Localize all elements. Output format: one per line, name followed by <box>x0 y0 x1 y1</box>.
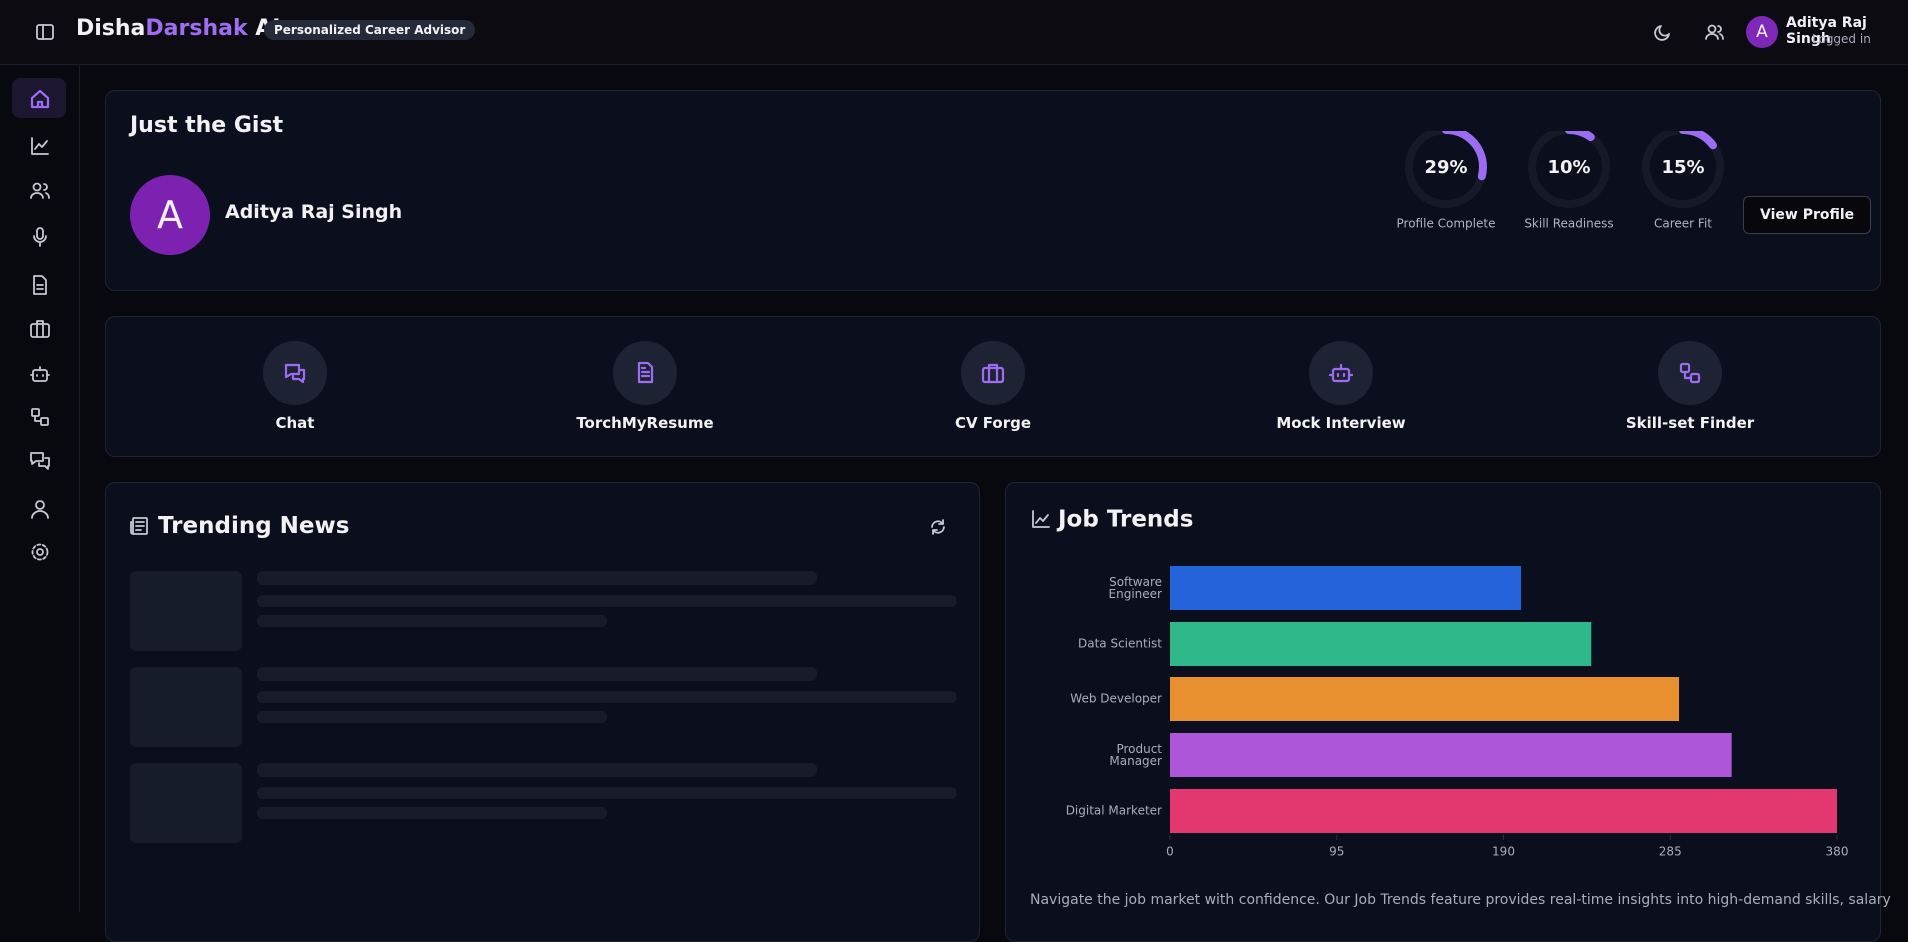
y-tick-label: Software Engineer <box>1109 575 1163 601</box>
nav-settings[interactable] <box>28 540 52 564</box>
nav-skills[interactable] <box>28 405 52 429</box>
actions-card: Chat TorchMyResume CV Forge Mock Interview S… <box>105 316 1881 457</box>
x-tick-label: 190 <box>1492 845 1515 859</box>
bar <box>1170 566 1522 610</box>
nav-home[interactable] <box>28 87 52 111</box>
badge: Personalized Career Advisor <box>264 20 476 40</box>
skeleton <box>257 763 817 777</box>
ring-progress <box>1405 131 1487 208</box>
skeleton <box>257 691 957 703</box>
ring-name: Career Fit <box>1654 217 1712 231</box>
action-label: CV Forge <box>954 414 1032 432</box>
bar <box>1170 677 1680 721</box>
action-circle[interactable] <box>1658 341 1722 405</box>
gist-card: Just the Gist A Aditya Raj Singh 29% Prof… <box>105 90 1881 291</box>
community-button[interactable] <box>1703 21 1725 43</box>
action-label: Chat <box>275 414 315 432</box>
nav-chat[interactable] <box>28 449 52 473</box>
brand-part: Disha <box>76 16 146 41</box>
action-label: Skill-set Finder <box>1625 414 1755 432</box>
brand: DishaDarshak AI <box>76 16 281 41</box>
ring-track <box>1642 131 1724 208</box>
chart-title: Job Trends <box>1056 507 1193 533</box>
sidebar <box>0 65 80 912</box>
theme-toggle[interactable] <box>1652 21 1674 43</box>
user-name: Aditya Raj Singh <box>1786 15 1867 47</box>
skeleton <box>257 711 607 723</box>
action-circle[interactable] <box>613 341 677 405</box>
nav-profile[interactable] <box>28 497 52 521</box>
x-tick-label: 0 <box>1166 845 1174 859</box>
news-card: Trending News <box>105 482 980 942</box>
header: DishaDarshak AI Personalized Career Advi… <box>0 0 1908 65</box>
news-icon <box>130 517 148 535</box>
nav-cv[interactable] <box>28 317 52 341</box>
brand-part: Darshak <box>145 16 248 41</box>
gist-avatar: A <box>130 175 210 255</box>
skeleton <box>257 807 607 819</box>
ring-track <box>1528 131 1610 208</box>
y-tick-label: Data Scientist <box>1078 637 1162 651</box>
nav-active <box>12 78 66 118</box>
chart: Job Trends 0 95 190 285 380 Software Engineer D… <box>1032 507 1849 859</box>
bar <box>1170 733 1732 777</box>
x-tick-label: 380 <box>1826 845 1849 859</box>
skeleton <box>257 571 817 585</box>
user-avatar[interactable]: A <box>1746 16 1778 48</box>
nav-resume[interactable] <box>28 273 52 297</box>
x-tick-label: 285 <box>1659 845 1682 859</box>
skeleton <box>257 667 817 681</box>
view-profile-button[interactable]: View Profile <box>1743 196 1872 234</box>
action-circle[interactable] <box>961 341 1025 405</box>
y-tick-label: Product Manager <box>1109 742 1162 768</box>
ring-label: 29% <box>1424 157 1467 178</box>
skeleton <box>257 615 607 627</box>
ring-label: 10% <box>1547 157 1590 178</box>
news-title: Trending News <box>158 513 350 539</box>
action-icon <box>981 363 1005 384</box>
x-tick-label: 95 <box>1329 845 1344 859</box>
sidebar-toggle[interactable] <box>34 21 56 43</box>
y-tick-label: Web Developer <box>1070 692 1162 706</box>
skeleton <box>257 787 957 799</box>
bar <box>1170 789 1837 833</box>
action-icon <box>1328 363 1354 383</box>
user-status: Logged in <box>1812 32 1871 46</box>
skeleton <box>130 763 242 843</box>
chart-icon <box>1032 510 1050 528</box>
y-tick-label: Digital Marketer <box>1066 804 1162 818</box>
action-circle[interactable] <box>263 341 327 405</box>
nav-trends[interactable] <box>28 134 52 158</box>
chart-description: Navigate the job market with confidence.… <box>1030 892 1891 908</box>
gist-name: Aditya Raj Singh <box>225 201 403 223</box>
ring-name: Skill Readiness <box>1524 217 1613 231</box>
nav-interview[interactable] <box>28 362 52 386</box>
skeleton <box>130 571 242 651</box>
action-circle[interactable] <box>1309 341 1373 405</box>
bar <box>1170 622 1592 666</box>
skeleton <box>257 595 957 607</box>
ring-name: Profile Complete <box>1397 217 1496 231</box>
skeleton <box>130 667 242 747</box>
job-trends-card: Job Trends 0 95 190 285 380 Software Engineer D… <box>1005 482 1891 942</box>
action-icon <box>637 361 654 384</box>
gist-title: Just the Gist <box>130 113 284 138</box>
action-icon <box>1679 362 1701 384</box>
ring-label: 15% <box>1661 157 1704 178</box>
stats: 29% Profile Complete 10% Skill Readiness 15%… <box>1397 131 1724 231</box>
nav-community[interactable] <box>28 179 52 203</box>
nav-voice[interactable] <box>28 225 52 249</box>
action-label: TorchMyResume <box>576 414 714 432</box>
action-label: Mock Interview <box>1276 414 1406 432</box>
action-icon <box>284 363 306 384</box>
refresh-button[interactable] <box>928 517 948 537</box>
